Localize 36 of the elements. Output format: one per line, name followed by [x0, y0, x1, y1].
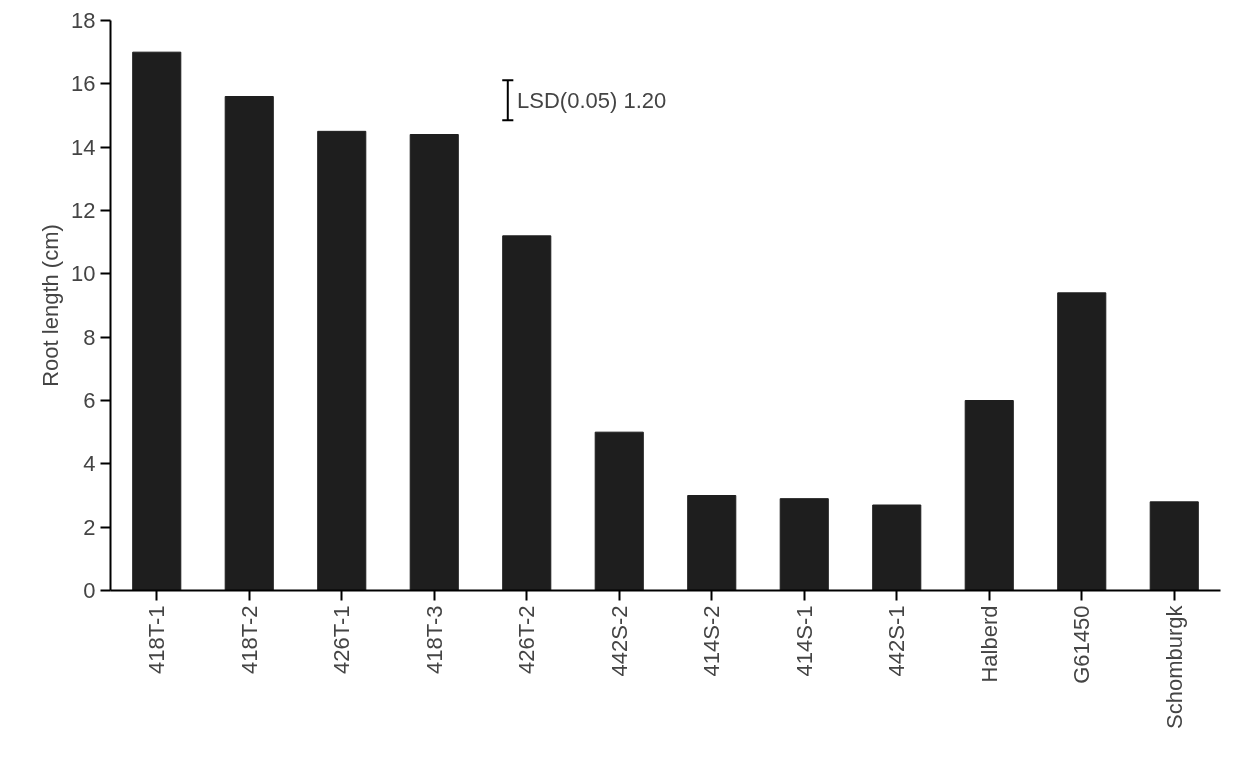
- y-tick-label: 4: [83, 451, 96, 477]
- bar: [1057, 292, 1107, 591]
- bar: [687, 495, 737, 591]
- x-tick-label: Halberd: [976, 605, 1002, 683]
- bar: [502, 235, 552, 591]
- bar: [964, 400, 1014, 591]
- y-axis-title: Root length (cm): [38, 224, 64, 387]
- annotation: LSD(0.05) 1.20: [517, 87, 667, 113]
- x-tick-label: 414S-2: [699, 605, 725, 677]
- x-tick-label: 426T-1: [329, 605, 355, 674]
- y-tick-label: 0: [83, 578, 96, 603]
- y-tick-label: 16: [71, 71, 96, 97]
- y-tick-label: 10: [71, 261, 96, 287]
- bar: [224, 96, 274, 591]
- x-tick-label: G61450: [1069, 605, 1095, 684]
- y-tick-label: 8: [83, 324, 96, 350]
- y-tick-label: 14: [71, 134, 96, 160]
- bar: [594, 431, 644, 591]
- x-tick-label: 426T-2: [514, 605, 540, 674]
- bar: [779, 498, 829, 591]
- y-tick-label: 6: [83, 388, 96, 413]
- bar: [1149, 501, 1199, 591]
- bar: [132, 51, 182, 591]
- bar: [317, 130, 367, 591]
- x-tick-label: 442S-1: [884, 605, 910, 677]
- x-tick-label: 418T-1: [144, 605, 170, 674]
- x-tick-label: 414S-1: [791, 605, 817, 677]
- y-tick-label: 2: [83, 514, 96, 540]
- y-tick-label: 12: [71, 198, 96, 223]
- x-tick-label: 418T-2: [236, 605, 262, 674]
- bar: [872, 504, 922, 591]
- x-tick-label: 418T-3: [421, 605, 447, 674]
- y-tick-label: 18: [71, 8, 96, 33]
- bar: [409, 134, 459, 591]
- x-tick-label: Schomburgk: [1161, 604, 1187, 729]
- x-tick-label: 442S-2: [606, 605, 632, 677]
